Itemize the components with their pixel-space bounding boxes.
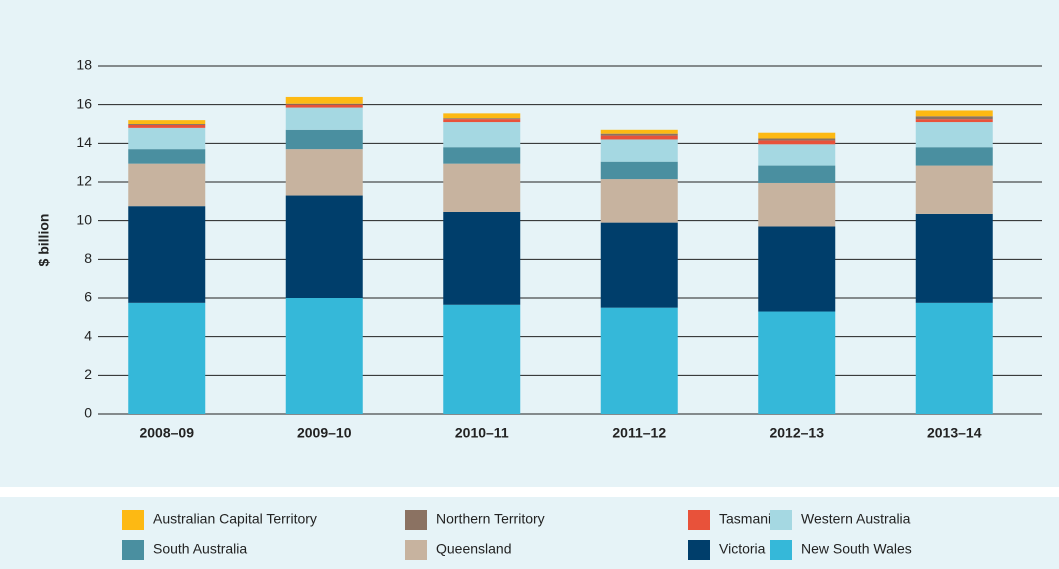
legend-swatch xyxy=(688,540,710,560)
y-tick-label: 8 xyxy=(84,250,92,266)
bar-segment xyxy=(128,127,206,150)
x-tick-label: 2008–09 xyxy=(139,425,194,441)
bar-segment xyxy=(600,179,678,223)
legend-label: Victoria xyxy=(719,541,766,557)
bar-segment xyxy=(600,129,678,134)
y-axis-label: $ billion xyxy=(36,214,52,267)
bar-segment xyxy=(915,147,993,166)
y-tick-label: 2 xyxy=(84,366,92,382)
bar-segment xyxy=(758,140,836,145)
bar-segment xyxy=(443,122,521,148)
bar-segment xyxy=(285,107,363,130)
bar-segment xyxy=(443,113,521,119)
bar-segment xyxy=(758,226,836,312)
y-tick-label: 10 xyxy=(76,211,92,227)
bar-segment xyxy=(758,132,836,139)
legend-label: Tasmania xyxy=(719,511,779,527)
bar-segment xyxy=(915,213,993,303)
bar-segment xyxy=(758,165,836,183)
y-tick-label: 6 xyxy=(84,289,92,305)
bar-segment xyxy=(600,222,678,308)
bar-segment xyxy=(443,304,521,414)
bar-segment xyxy=(128,206,206,303)
legend-swatch xyxy=(688,510,710,530)
bar-segment xyxy=(600,139,678,162)
legend-label: Queensland xyxy=(436,541,512,557)
x-tick-label: 2009–10 xyxy=(297,425,352,441)
legend-label: Australian Capital Territory xyxy=(153,511,317,527)
legend-label: South Australia xyxy=(153,541,247,557)
y-tick-label: 4 xyxy=(84,327,92,343)
bar-segment xyxy=(915,302,993,414)
y-tick-label: 18 xyxy=(76,57,92,73)
legend-swatch xyxy=(770,540,792,560)
bar-segment xyxy=(758,311,836,414)
bar-segment xyxy=(443,147,521,164)
x-tick-label: 2011–12 xyxy=(612,425,666,441)
x-tick-label: 2013–14 xyxy=(927,425,982,441)
bar-segment xyxy=(285,96,363,104)
bar-segment xyxy=(285,195,363,298)
bar-segment xyxy=(128,120,206,124)
legend-label: Northern Territory xyxy=(436,511,545,527)
bar-segment xyxy=(285,129,363,150)
bar-segment xyxy=(915,119,993,123)
bar-segment xyxy=(758,144,836,166)
y-tick-label: 16 xyxy=(76,95,92,111)
bar-segment xyxy=(600,161,678,180)
bar-segment xyxy=(915,122,993,148)
bar-segment xyxy=(128,302,206,414)
bar-segment xyxy=(758,182,836,227)
bar-segment xyxy=(128,124,206,128)
bar-segment xyxy=(600,135,678,140)
bar-segment xyxy=(443,119,521,123)
bar-segment xyxy=(443,163,521,212)
y-tick-label: 14 xyxy=(76,134,92,150)
bar-segment xyxy=(285,298,363,414)
bar-segment xyxy=(285,149,363,196)
bar-segment xyxy=(915,110,993,117)
bar-segment xyxy=(600,133,678,136)
bar-segment xyxy=(758,138,836,141)
bar-segment xyxy=(285,103,363,105)
legend-label: Western Australia xyxy=(801,511,911,527)
legend-swatch xyxy=(770,510,792,530)
legend-swatch xyxy=(122,510,144,530)
x-tick-label: 2012–13 xyxy=(769,425,824,441)
bar-segment xyxy=(915,116,993,120)
y-tick-label: 12 xyxy=(76,173,92,189)
y-tick-label: 0 xyxy=(84,405,92,421)
bar-segment xyxy=(443,211,521,305)
bar-segment xyxy=(443,118,521,120)
legend-label: New South Wales xyxy=(801,541,912,557)
bar-segment xyxy=(285,104,363,108)
legend-swatch xyxy=(405,540,427,560)
legend-swatch xyxy=(405,510,427,530)
legend-panel xyxy=(0,497,1059,569)
legend-swatch xyxy=(122,540,144,560)
bar-segment xyxy=(915,165,993,214)
x-tick-label: 2010–11 xyxy=(455,425,509,441)
bar-segment xyxy=(128,124,206,125)
bar-segment xyxy=(600,307,678,414)
bar-segment xyxy=(128,149,206,164)
bar-segment xyxy=(128,163,206,207)
